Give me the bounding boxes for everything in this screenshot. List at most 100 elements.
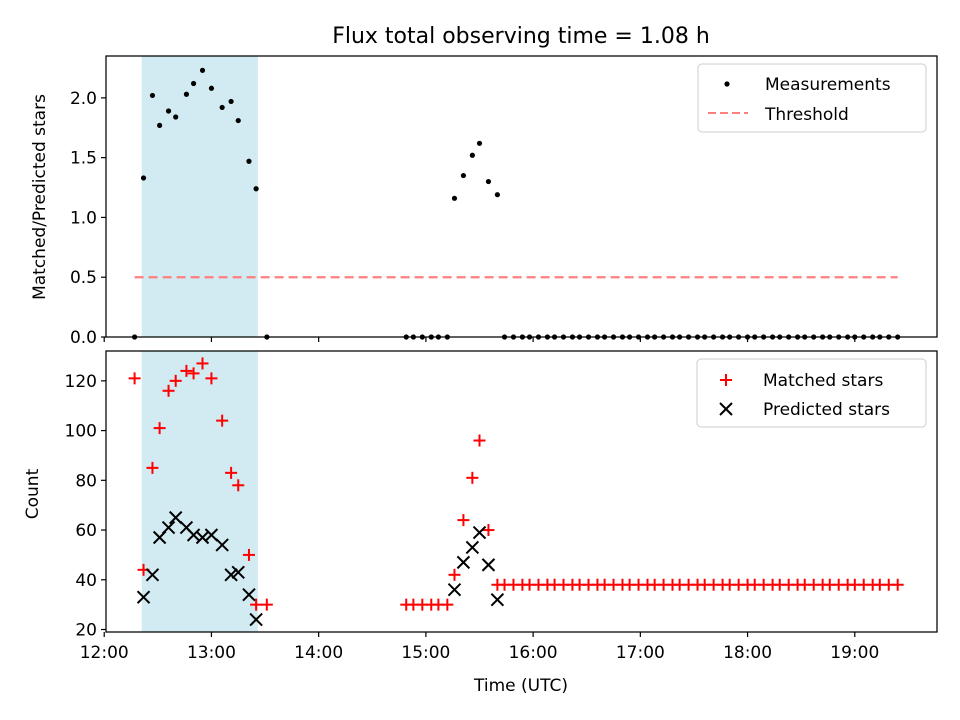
matched-point (187, 367, 200, 380)
matched-point (242, 548, 255, 561)
x-tick-label: 13:00 (187, 643, 236, 663)
predicted-point (204, 528, 219, 542)
predicted-point (195, 530, 210, 545)
measurement-point (494, 192, 500, 198)
measurement-point (140, 175, 147, 181)
measurement-point (208, 85, 215, 91)
bottom-panel: 20 40 60 80 100 120 12:00 13:00 14:00 15:00 16:00 1… (23, 350, 938, 696)
y-tick-label: 2.0 (70, 89, 97, 109)
top-y-axis-label: Matched/Predicted stars (30, 94, 50, 300)
y-tick-label: 40 (75, 571, 97, 591)
measurement-point (173, 114, 179, 120)
matched-point (205, 372, 218, 385)
predicted-legend-marker (719, 402, 733, 416)
measurement-point (183, 91, 190, 97)
measurement-point (476, 140, 483, 146)
measurement-point (451, 195, 458, 201)
bottom-y-axis-label: Count (23, 468, 43, 519)
predicted-point (215, 538, 229, 552)
predicted-point (472, 525, 487, 540)
top-legend-box (697, 63, 927, 133)
matched-point (196, 357, 209, 370)
top-legend: Measurements Threshold (697, 63, 927, 133)
y-tick-label: 20 (75, 621, 97, 641)
matched-point (153, 422, 166, 435)
threshold-legend-label: Threshold (764, 105, 849, 125)
predicted-point (249, 612, 263, 627)
predicted-point (447, 583, 462, 597)
predicted-point (145, 568, 160, 582)
measurements-legend-marker (724, 81, 730, 87)
bottom-data-points (128, 357, 904, 627)
predicted-point (231, 565, 245, 580)
predicted-point (161, 520, 176, 535)
predicted-legend-label: Predicted stars (763, 400, 890, 420)
matched-point (162, 384, 175, 397)
matched-point (232, 479, 245, 492)
y-tick-label: 0.0 (70, 328, 97, 348)
y-tick-label: 120 (65, 372, 97, 392)
measurement-point (165, 108, 172, 114)
measurement-point (199, 67, 206, 73)
predicted-point (136, 590, 151, 604)
measurement-point (149, 92, 156, 99)
measurement-point (157, 122, 163, 128)
y-tick-label: 60 (75, 521, 97, 541)
measurement-point (485, 178, 492, 185)
bottom-axis-ticks: 20 40 60 80 100 120 12:00 13:00 14:00 15:00 16:00 1… (65, 372, 880, 663)
top-panel: 0.00.51.01.52.0 Matched/Predicted stars … (30, 55, 938, 348)
x-tick-label: 19:00 (830, 643, 879, 663)
y-tick-label: 80 (75, 471, 97, 491)
matched-point (441, 598, 454, 611)
predicted-point (168, 510, 183, 525)
x-tick-label: 12:00 (80, 643, 129, 663)
matched-point (250, 598, 263, 611)
matched-point (146, 461, 159, 474)
predicted-point (481, 558, 496, 572)
predicted-point (465, 540, 480, 555)
measurement-point (190, 80, 197, 87)
y-tick-label: 1.0 (70, 208, 97, 228)
measurement-point (460, 172, 467, 179)
measurement-point (228, 98, 234, 105)
measurement-point (235, 117, 241, 124)
measurement-point (219, 104, 225, 111)
top-axis-ticks: 0.0 0.5 1.0 1.5 2.0 (70, 89, 856, 348)
x-tick-label: 15:00 (401, 643, 450, 663)
measurements-legend-label: Measurements (765, 75, 891, 95)
predicted-point (186, 528, 201, 542)
measurement-point (246, 158, 252, 164)
x-tick-label: 18:00 (723, 643, 772, 663)
matched-point (169, 374, 182, 387)
matched-point (891, 578, 904, 591)
figure-title: Flux total observing time = 1.08 h (332, 24, 710, 49)
matched-legend-label: Matched stars (763, 371, 883, 391)
bottom-legend-box (696, 358, 927, 428)
matched-point (482, 524, 495, 537)
matched-point (448, 568, 461, 581)
matched-point (466, 471, 479, 484)
x-tick-label: 16:00 (509, 643, 558, 663)
predicted-point (490, 592, 505, 607)
matched-point (260, 598, 273, 611)
top-shaded-interval (141, 56, 258, 337)
bottom-axes-frame (105, 350, 938, 633)
matched-point (457, 514, 470, 527)
y-tick-label: 0.5 (70, 268, 97, 288)
matched-point (128, 372, 141, 385)
matched-legend-marker (720, 374, 732, 386)
y-tick-label: 1.5 (70, 149, 97, 169)
measurement-point (469, 152, 475, 158)
top-axes-frame (105, 55, 938, 338)
matched-point (216, 414, 229, 427)
matched-point (225, 466, 238, 479)
predicted-point (456, 555, 471, 570)
bottom-shaded-interval (141, 351, 258, 632)
bottom-legend: Matched stars Predicted stars (696, 358, 927, 428)
matched-point (473, 434, 486, 447)
y-tick-label: 100 (65, 422, 97, 442)
x-tick-label: 17:00 (616, 643, 665, 663)
matched-point (180, 364, 193, 377)
measurement-point (253, 186, 259, 192)
